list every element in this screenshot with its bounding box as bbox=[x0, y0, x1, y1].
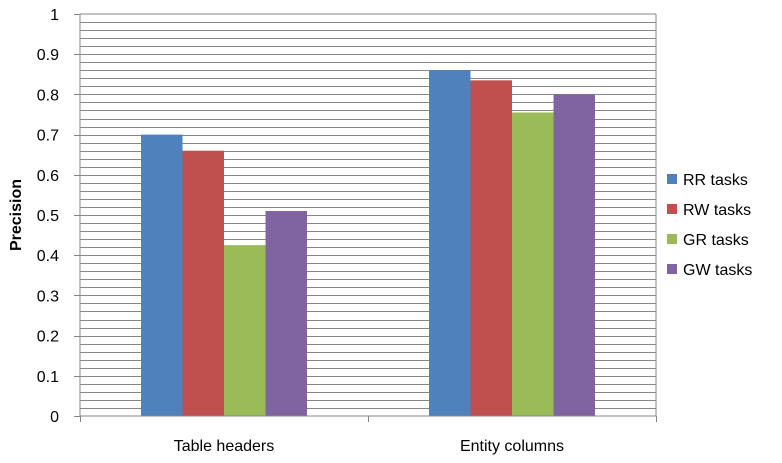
bar-rr-tasks bbox=[141, 134, 183, 416]
y-tick-label: 0 bbox=[50, 409, 59, 426]
bar-gw-tasks bbox=[265, 210, 307, 416]
legend-swatch bbox=[667, 264, 677, 274]
y-tick-label: 0.1 bbox=[37, 369, 59, 386]
legend-label: GW tasks bbox=[683, 262, 752, 279]
bar-gr-tasks bbox=[512, 112, 554, 417]
y-tick-label: 1 bbox=[50, 7, 59, 24]
bar-gw-tasks bbox=[553, 94, 595, 417]
y-tick-label: 0.8 bbox=[37, 87, 59, 104]
y-tick-label: 0.5 bbox=[37, 208, 59, 225]
bar-rr-tasks bbox=[429, 70, 471, 416]
bars bbox=[141, 70, 595, 417]
x-tick-label: Table headers bbox=[174, 438, 275, 455]
x-tick-label: Entity columns bbox=[460, 438, 564, 455]
legend-swatch bbox=[667, 204, 677, 214]
y-tick-labels: 0 0.1 0.2 0.3 0.4 0.5 0.6 0.7 0.8 0.9 1 bbox=[37, 7, 80, 426]
legend: RR tasks RW tasks GR tasks GW tasks bbox=[667, 172, 752, 279]
bar-gr-tasks bbox=[224, 245, 266, 416]
legend-swatch bbox=[667, 234, 677, 244]
bar-rw-tasks bbox=[182, 150, 224, 416]
legend-label: RR tasks bbox=[683, 172, 748, 189]
legend-label: GR tasks bbox=[683, 232, 749, 249]
x-tick-labels: Table headers Entity columns bbox=[80, 416, 657, 455]
y-tick-label: 0.9 bbox=[37, 47, 59, 64]
y-tick-label: 0.3 bbox=[37, 288, 59, 305]
y-axis-label: Precision bbox=[8, 179, 25, 251]
y-tick-label: 0.7 bbox=[37, 128, 59, 145]
legend-swatch bbox=[667, 174, 677, 184]
legend-label: RW tasks bbox=[683, 202, 751, 219]
y-tick-label: 0.4 bbox=[37, 248, 59, 265]
y-tick-label: 0.6 bbox=[37, 168, 59, 185]
y-tick-label: 0.2 bbox=[37, 329, 59, 346]
bar-rw-tasks bbox=[470, 80, 512, 416]
